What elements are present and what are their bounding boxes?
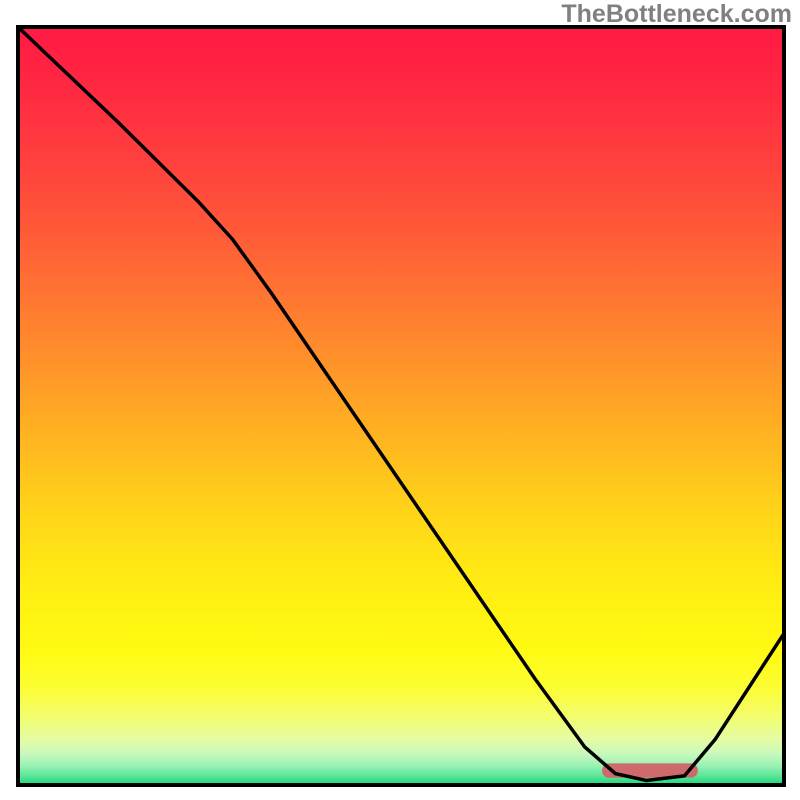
watermark-text: TheBottleneck.com [561, 0, 792, 29]
chart-canvas: TheBottleneck.com [0, 0, 800, 800]
chart-svg [0, 0, 800, 800]
gradient-background [18, 27, 784, 785]
